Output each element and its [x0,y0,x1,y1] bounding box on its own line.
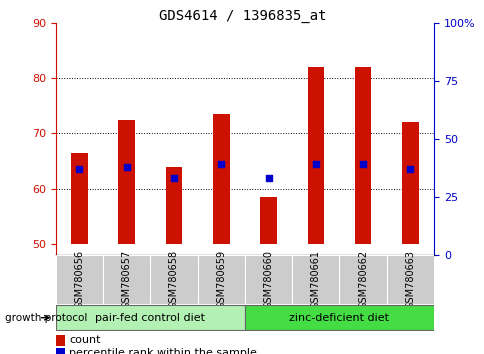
Bar [118,120,135,244]
Text: pair-fed control diet: pair-fed control diet [95,313,205,323]
Text: GSM780663: GSM780663 [405,250,415,309]
Text: GSM780662: GSM780662 [357,250,367,309]
Bar [244,255,291,304]
Bar [212,114,229,244]
Point [170,175,178,181]
Text: GDS4614 / 1396835_at: GDS4614 / 1396835_at [158,9,326,23]
Point [122,164,130,169]
Bar [71,153,88,244]
Bar [244,305,433,331]
Text: percentile rank within the sample: percentile rank within the sample [69,348,257,354]
Bar [150,255,197,304]
Text: growth protocol: growth protocol [5,313,87,323]
Point [359,161,366,167]
Bar [339,255,386,304]
Text: GSM780656: GSM780656 [74,250,84,309]
Bar [354,67,371,244]
Text: GSM780658: GSM780658 [168,250,179,309]
Bar [56,255,103,304]
Bar [197,255,244,304]
Text: GSM780661: GSM780661 [310,250,320,309]
Bar [307,67,323,244]
Bar [56,305,244,331]
Bar [260,197,276,244]
Text: zinc-deficient diet: zinc-deficient diet [289,313,389,323]
Bar [56,348,65,354]
Point [217,161,225,167]
Bar [401,122,418,244]
Bar [56,335,65,346]
Point [76,166,83,172]
Text: count: count [69,335,101,345]
Bar [166,166,182,244]
Bar [103,255,150,304]
Point [406,166,413,172]
Bar [291,255,339,304]
Text: GSM780660: GSM780660 [263,250,273,309]
Text: GSM780657: GSM780657 [121,250,132,309]
Bar [386,255,433,304]
Point [264,175,272,181]
Text: GSM780659: GSM780659 [216,250,226,309]
Point [311,161,319,167]
